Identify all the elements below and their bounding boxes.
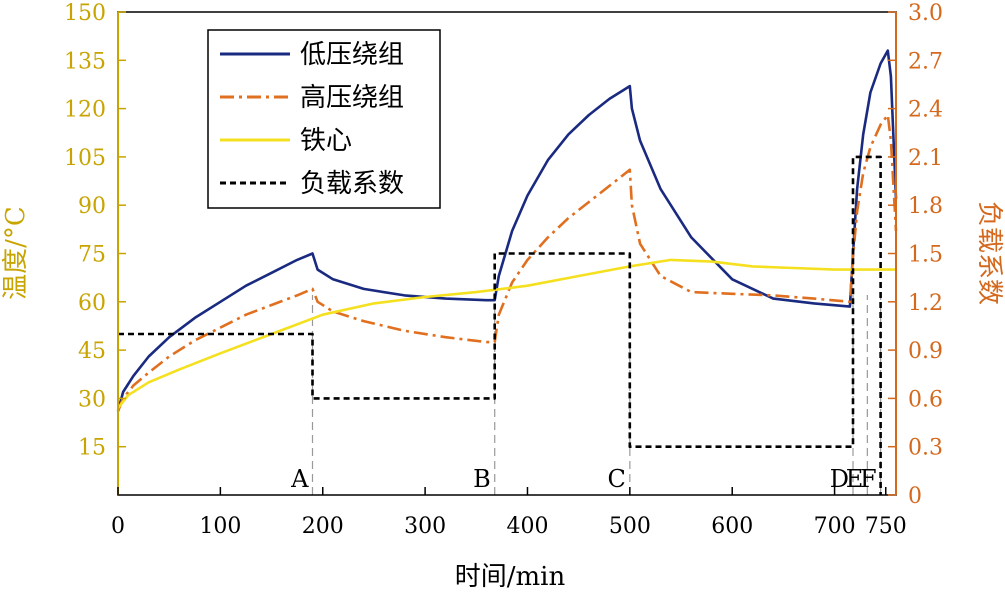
y-axis-left-title: 温度/°C [1,206,31,300]
x-tick-label: 300 [404,514,446,539]
marker-label-b: B [473,465,491,493]
y-right-tick-label: 2.1 [908,146,943,171]
y-left-tick-label: 90 [78,194,106,219]
x-axis-ticks: 0 100 200 300 400 500 600 700 750 [111,487,907,539]
legend-box [207,29,441,209]
series-layer [116,49,898,495]
x-tick-label: 600 [711,514,753,539]
y-right-tick-label: 3.0 [908,1,943,26]
y-left-tick-label: 105 [64,146,106,171]
marker-label-a: A [290,465,309,493]
x-tick-label: 100 [199,514,241,539]
series-core [116,258,896,409]
series-load-factor [118,155,882,495]
y-right-tick-label: 1.5 [908,243,943,268]
y-left-tick-label: 30 [78,387,106,412]
y-right-tick-label: 0.3 [908,436,943,461]
y-right-tick-label: 2.4 [908,98,943,123]
x-tick-label: 0 [111,514,125,539]
y-left-tick-label: 120 [64,98,106,123]
legend-label-high-voltage: 高压绕组 [300,83,404,113]
x-tick-label: 500 [609,514,651,539]
y-right-tick-label: 0 [908,484,922,509]
marker-labels: A B C DEF [290,465,876,493]
marker-label-d: D [830,465,849,493]
y-left-tick-label: 135 [64,49,106,74]
y-axis-right-ticks: 0 0.3 0.6 0.9 1.2 1.5 1.8 2.1 2.4 2.7 3.0 [888,1,943,509]
y-axis-right-title: 负载系数 [974,201,1004,305]
x-tick-label: 400 [506,514,548,539]
y-right-tick-label: 1.8 [908,194,943,219]
legend-label-load-factor: 负载系数 [300,169,404,199]
marker-lines [311,295,882,495]
y-left-tick-label: 75 [78,243,106,268]
y-left-tick-label: 60 [78,291,106,316]
y-right-tick-label: 0.9 [908,339,943,364]
y-left-tick-label: 15 [78,436,106,461]
y-left-tick-label: 150 [64,1,106,26]
y-right-tick-label: 0.6 [908,387,943,412]
x-tick-label: 750 [865,514,907,539]
x-tick-label: 700 [814,514,856,539]
x-tick-label: 200 [302,514,344,539]
legend: 低压绕组 高压绕组 铁心 负载系数 [207,29,441,209]
marker-label-c: C [607,465,625,493]
marker-label-e: E [846,465,864,493]
y-axis-left-ticks: 15 30 45 60 75 90 105 120 135 150 [64,1,126,461]
y-left-tick-label: 45 [78,339,106,364]
y-right-tick-label: 1.2 [908,291,943,316]
x-axis-title: 时间/min [455,562,566,592]
marker-label-f: F [860,465,877,493]
legend-label-low-voltage: 低压绕组 [300,40,404,70]
y-right-tick-label: 2.7 [908,49,943,74]
legend-label-core: 铁心 [300,126,352,156]
